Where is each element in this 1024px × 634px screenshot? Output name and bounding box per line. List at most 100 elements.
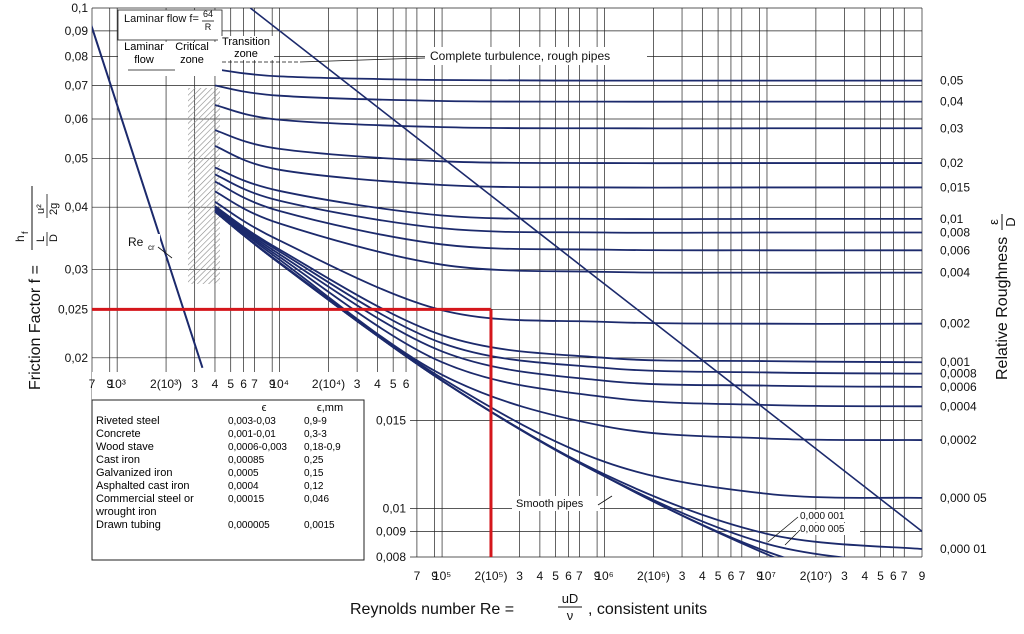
table-cell: Commercial steel or wrought iron (96, 493, 194, 518)
y-tick-label: 0,1 (71, 1, 88, 15)
table-row: Drawn tubing 0,000005 0,0015 (94, 519, 358, 532)
table-row: Galvanized iron 0,0005 0,15 (94, 467, 358, 480)
y-axis-label-part: f (20, 231, 30, 234)
table-cell: Drawn tubing (96, 519, 161, 531)
series-label: 0,015 (940, 180, 970, 194)
table-cell: 0,15 (304, 468, 324, 479)
series-label: 0,02 (940, 156, 964, 170)
annotation: Critical zone (175, 41, 209, 66)
series-label: 0,006 (940, 243, 970, 257)
y-tick-label: 0,09 (65, 24, 89, 38)
annotation: Transition zone (218, 36, 274, 60)
x-tick-label: 9 (431, 569, 438, 583)
y-tick-label: 0,025 (58, 302, 88, 316)
x-tick-label: 6 (240, 377, 247, 391)
x-tick-label: 10⁴ (270, 377, 289, 391)
x-tick-label: 2(10⁴) (312, 377, 345, 391)
roughness-curve (214, 206, 922, 375)
highlight (92, 307, 493, 557)
y-tick-label: 0,015 (376, 413, 406, 427)
roughness-curve (214, 190, 922, 274)
table-header-cell (94, 402, 226, 415)
annotation: Re (128, 235, 144, 249)
x-tick-label: 5 (877, 569, 884, 583)
x-tick-label: 6 (890, 569, 897, 583)
roughness-curve (214, 201, 922, 325)
x-tick-label: 3 (354, 377, 361, 391)
curves (92, 8, 922, 557)
roughness-curve (214, 205, 922, 364)
table-row: Asphalted cast iron 0,0004 0,12 (94, 480, 358, 493)
x-tick-label: 4 (537, 569, 544, 583)
table-cell: 0,12 (304, 481, 324, 492)
annotation-box (425, 47, 647, 65)
y2-axis-label-text: Relative Roughness (994, 237, 1011, 380)
series-label: 0,004 (940, 266, 970, 280)
annotation-box (796, 523, 860, 535)
table-cell: 0,00085 (228, 455, 265, 466)
x-tick-label: 4 (374, 377, 381, 391)
y-axis-label-text: Friction Factor f = (27, 265, 44, 390)
annotation: cr (148, 243, 155, 252)
x-tick-label: 3 (679, 569, 686, 583)
y-tick-label: 0,02 (65, 351, 89, 365)
table-header-cell: ϵ,mm (316, 402, 344, 414)
y-tick-label: 0,07 (65, 79, 89, 93)
series-label: 0,04 (940, 95, 964, 109)
x-tick-label: 4 (861, 569, 868, 583)
annotation-leader (157, 246, 173, 259)
x-tick-label: 7 (414, 569, 421, 583)
table-cell: 0,0005 (228, 468, 259, 479)
y-axis-label-part: h (13, 235, 27, 242)
roughness-curve (214, 210, 776, 557)
series-label: 0,002 (940, 317, 970, 331)
table-cell: Wood stave (96, 441, 154, 453)
x-axis-label-part: ν (567, 608, 574, 623)
table-cell: 0,0006-0,003 (228, 442, 287, 453)
y2-axis-label-part: ε (986, 219, 1001, 225)
roughness-curve (214, 180, 922, 252)
series-label: 0,001 (940, 355, 970, 369)
table-cell: 0,001-0,01 (228, 429, 276, 440)
annotation-leader (767, 516, 799, 543)
x-axis-label-part: uD (562, 591, 579, 606)
table-row: Riveted steel 0,003-0,03 0,9-9 (94, 415, 358, 428)
annotation-box (126, 234, 160, 250)
x-tick-label: 7 (576, 569, 583, 583)
y-axis-label: Friction Factor f = h f L D u² 2g (13, 186, 60, 390)
y-tick-label: 0,01 (383, 501, 407, 515)
table-cell: 0,000005 (228, 520, 270, 531)
series-label: 0,0008 (940, 367, 977, 381)
table-row: Wood stave 0,0006-0,003 0,18-0,9 (94, 441, 358, 454)
x-tick-label: 5 (390, 377, 397, 391)
x-tick-label: 4 (699, 569, 706, 583)
annotation: 64 (203, 9, 213, 19)
x-tick-label: 7 (251, 377, 258, 391)
x-axis-label-text: , consistent units (588, 601, 707, 618)
y2-axis-label: Relative Roughness ε D (986, 214, 1018, 380)
series-label: Smooth pipes (516, 498, 584, 510)
x-tick-label: 6 (403, 377, 410, 391)
table-cell: 0,9-9 (304, 416, 327, 427)
annotation-leader (299, 57, 426, 63)
x-tick-label: 7 (89, 377, 96, 391)
series-label: 0,0002 (940, 433, 977, 447)
roughness-curve (214, 84, 922, 103)
series-label: 0,0004 (940, 399, 977, 413)
y-tick-label: 0,08 (65, 50, 89, 64)
annotation-wrap: Laminar flow (124, 41, 164, 66)
table-cell: 0,0015 (304, 520, 335, 531)
x-tick-label: 9 (106, 377, 113, 391)
table-cell: 0,046 (304, 494, 330, 505)
x-tick-label: 2(10³) (150, 377, 182, 391)
annotation-wrap: Critical zone (175, 41, 209, 66)
annotation: R (205, 22, 212, 32)
table-cell: 0,0004 (228, 481, 259, 492)
annotation: Laminar flow (124, 41, 164, 66)
x-tick-label: 5 (552, 569, 559, 583)
y-tick-label: 0,008 (376, 550, 406, 564)
x-axis-label: Reynolds number Re = uD ν , consistent u… (350, 591, 707, 623)
critical-zone-hatch (188, 88, 220, 284)
